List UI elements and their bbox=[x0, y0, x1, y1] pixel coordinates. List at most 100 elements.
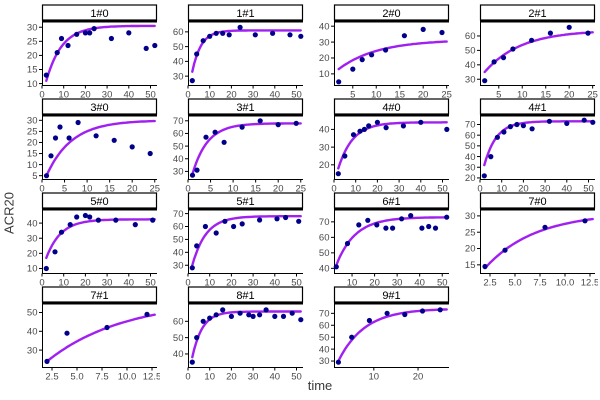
y-tick-label: 40 bbox=[319, 264, 330, 275]
data-point bbox=[270, 30, 276, 36]
data-point bbox=[207, 315, 213, 321]
y-tick-label: 70 bbox=[173, 209, 184, 220]
strip-header bbox=[187, 98, 304, 115]
y-tick-label: 30 bbox=[319, 356, 330, 367]
data-point bbox=[335, 359, 341, 365]
data-point bbox=[95, 217, 101, 223]
x-tick-label: 50 bbox=[291, 90, 302, 99]
y-tick-label: 30 bbox=[173, 260, 184, 271]
y-tick-label: 50 bbox=[319, 248, 330, 259]
y-tick-label: 20 bbox=[465, 244, 476, 255]
data-point bbox=[150, 217, 156, 223]
y-tick-label: 40 bbox=[173, 154, 184, 165]
x-tick-label: 5.0 bbox=[70, 372, 83, 381]
data-point bbox=[104, 324, 110, 331]
facet-panel-7#1: 7#1 30 40 50 2.5 5.0 7.5 10.0 12.5 bbox=[27, 286, 160, 381]
data-point bbox=[357, 128, 363, 134]
fitted-curve bbox=[45, 218, 156, 260]
data-point bbox=[350, 132, 357, 138]
x-tick-label: 40 bbox=[562, 184, 573, 193]
x-tick-label: 40 bbox=[414, 278, 425, 287]
data-point bbox=[228, 313, 234, 319]
x-tick-label: 20 bbox=[418, 90, 429, 99]
data-point bbox=[542, 224, 548, 230]
data-point bbox=[547, 30, 553, 36]
x-tick-label: 0 bbox=[331, 184, 336, 193]
x-tick-label: 10 bbox=[350, 184, 361, 193]
data-point bbox=[280, 313, 287, 319]
data-point bbox=[200, 318, 206, 324]
data-point bbox=[194, 167, 200, 173]
strip-header bbox=[333, 98, 450, 115]
x-tick-label: 10 bbox=[204, 372, 215, 381]
data-point bbox=[529, 37, 535, 43]
data-point bbox=[220, 307, 226, 313]
data-point bbox=[207, 33, 213, 39]
data-point bbox=[91, 26, 97, 32]
strip-label: 6#1 bbox=[382, 196, 400, 208]
y-tick-label: 10 bbox=[27, 264, 38, 275]
data-point bbox=[510, 46, 516, 52]
data-point bbox=[152, 42, 158, 49]
x-tick-label: 50 bbox=[291, 278, 302, 287]
data-point bbox=[399, 216, 405, 222]
facet-panel-1#1: 1#1 30 40 50 60 0 10 20 30 40 50 bbox=[173, 4, 304, 99]
y-tick-label: 30 bbox=[465, 162, 476, 173]
data-point bbox=[213, 230, 219, 236]
data-point bbox=[52, 135, 59, 141]
data-point bbox=[250, 313, 256, 319]
x-tick-label: 15 bbox=[104, 184, 115, 193]
facet-panel-8#1: 8#1 40 50 60 0 10 20 30 40 50 bbox=[173, 286, 304, 381]
data-point bbox=[289, 310, 295, 316]
y-tick-label: 60 bbox=[173, 317, 184, 328]
fitted-curve bbox=[45, 313, 156, 363]
data-point bbox=[546, 118, 552, 124]
x-tick-label: 20 bbox=[226, 372, 237, 381]
y-tick-label: 40 bbox=[319, 125, 330, 136]
y-tick-label: 70 bbox=[319, 217, 330, 228]
data-point bbox=[384, 310, 390, 316]
data-point bbox=[272, 313, 278, 319]
data-point bbox=[212, 129, 218, 135]
fitted-curve bbox=[337, 121, 448, 170]
y-tick-label: 30 bbox=[173, 71, 184, 82]
data-point bbox=[582, 218, 588, 224]
x-tick-label: 10 bbox=[517, 90, 528, 99]
data-point bbox=[257, 217, 263, 223]
fitted-curve bbox=[337, 308, 448, 363]
data-point bbox=[494, 134, 500, 140]
data-point bbox=[246, 312, 252, 318]
fitted-curve bbox=[191, 215, 302, 267]
data-point bbox=[194, 335, 200, 341]
data-point bbox=[113, 217, 119, 223]
data-point bbox=[361, 126, 367, 132]
data-point bbox=[58, 35, 65, 42]
x-tick-label: 7.5 bbox=[533, 278, 546, 287]
data-point bbox=[126, 30, 132, 36]
x-tick-label: 15 bbox=[394, 90, 405, 99]
x-tick-label: 10.0 bbox=[556, 278, 575, 287]
data-point bbox=[383, 47, 389, 53]
data-point bbox=[437, 307, 443, 313]
data-point bbox=[54, 50, 60, 56]
y-tick-label: 60 bbox=[465, 31, 476, 42]
strip-label: 5#0 bbox=[90, 196, 108, 208]
x-tick-label: 0 bbox=[185, 372, 190, 381]
y-tick-label: 40 bbox=[319, 21, 330, 32]
data-point bbox=[400, 123, 406, 129]
data-point bbox=[67, 222, 73, 228]
data-point bbox=[408, 213, 414, 219]
strip-header bbox=[41, 286, 158, 303]
x-tick-label: 20 bbox=[80, 90, 91, 99]
data-point bbox=[203, 134, 209, 140]
data-point bbox=[482, 263, 488, 270]
x-tick-label: 25 bbox=[441, 90, 452, 99]
x-tick-label: 20 bbox=[226, 90, 237, 99]
x-tick-label: 10 bbox=[204, 90, 215, 99]
facet-panel-6#1: 6#1 40 50 60 70 10 20 30 40 50 bbox=[319, 192, 450, 287]
data-point bbox=[585, 30, 591, 36]
